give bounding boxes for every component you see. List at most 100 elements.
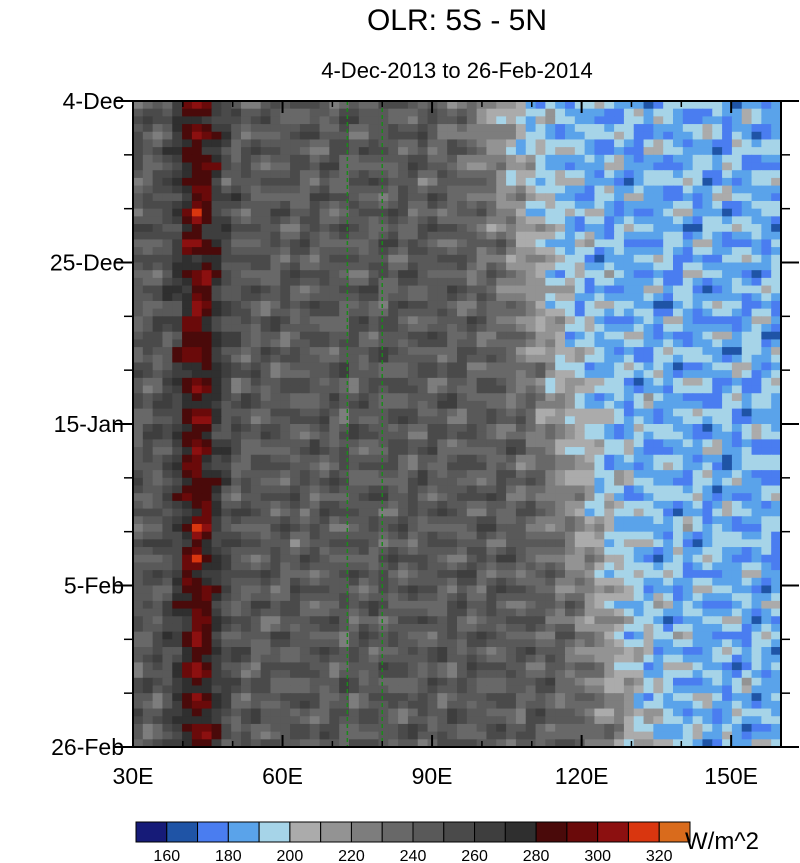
heatmap-cell <box>584 493 596 502</box>
heatmap-cell <box>280 139 291 148</box>
heatmap-cell <box>584 339 596 348</box>
heatmap-cell <box>290 254 301 264</box>
heatmap-cell <box>299 208 311 217</box>
heatmap-cell <box>643 231 654 241</box>
heatmap-cell <box>231 154 242 164</box>
heatmap-cell <box>299 124 311 133</box>
heatmap-cell <box>388 377 399 387</box>
heatmap-cell <box>349 447 360 456</box>
heatmap-cell <box>270 647 281 656</box>
heatmap-cell <box>299 116 311 125</box>
heatmap-cell <box>417 562 429 571</box>
heatmap-cell <box>761 131 772 141</box>
heatmap-cell <box>241 177 252 187</box>
heatmap-cell <box>751 370 762 379</box>
heatmap-cell <box>466 385 478 394</box>
heatmap-cell <box>663 623 674 633</box>
heatmap-cell <box>574 431 586 440</box>
heatmap-cell <box>211 631 222 640</box>
heatmap-cell <box>388 623 399 633</box>
heatmap-cell <box>535 470 546 479</box>
heatmap-cell <box>653 331 664 340</box>
heatmap-cell <box>643 385 654 394</box>
heatmap-cell <box>525 147 537 156</box>
heatmap-cell <box>250 608 262 617</box>
heatmap-cell <box>741 239 753 248</box>
heatmap-cell <box>191 554 203 564</box>
heatmap-cell <box>162 339 173 348</box>
heatmap-cell <box>682 531 694 540</box>
heatmap-cell <box>388 308 399 317</box>
heatmap-cell <box>673 477 684 487</box>
heatmap-cell <box>417 177 429 187</box>
heatmap-cell <box>741 400 753 410</box>
heatmap-cell <box>447 439 458 448</box>
heatmap-cell <box>427 485 438 494</box>
heatmap-cell <box>663 585 674 594</box>
heatmap-cell <box>182 577 193 587</box>
heatmap-cell <box>515 154 527 164</box>
heatmap-cell <box>349 470 360 479</box>
heatmap-cell <box>133 400 144 410</box>
heatmap-cell <box>712 377 723 387</box>
heatmap-cell <box>692 362 704 371</box>
heatmap-cell <box>417 247 429 256</box>
heatmap-cell <box>182 308 193 317</box>
heatmap-cell <box>211 623 222 633</box>
heatmap-cell <box>182 477 193 487</box>
heatmap-cell <box>692 485 704 494</box>
heatmap-cell <box>133 139 144 148</box>
heatmap-cell <box>378 254 389 264</box>
heatmap-cell <box>191 339 203 348</box>
heatmap-cell <box>506 508 517 517</box>
heatmap-cell <box>152 200 164 210</box>
heatmap-cell <box>692 608 704 617</box>
heatmap-cell <box>614 270 625 279</box>
heatmap-cell <box>692 523 704 533</box>
heatmap-cell <box>457 147 468 156</box>
heatmap-cell <box>614 623 625 633</box>
heatmap-cell <box>722 400 733 410</box>
heatmap-cell <box>447 639 458 648</box>
heatmap-cell <box>290 662 301 671</box>
heatmap-cell <box>339 200 350 210</box>
heatmap-cell <box>663 270 674 279</box>
heatmap-cell <box>633 377 645 387</box>
heatmap-cell <box>761 562 772 571</box>
heatmap-cell <box>457 101 468 110</box>
heatmap-cell <box>663 339 674 348</box>
heatmap-cell <box>761 631 772 640</box>
heatmap-cell <box>633 493 645 502</box>
heatmap-cell <box>388 185 399 194</box>
heatmap-cell <box>349 508 360 517</box>
heatmap-cell <box>427 254 438 264</box>
heatmap-cell <box>515 185 527 194</box>
heatmap-cell <box>270 116 281 125</box>
heatmap-cell <box>614 224 625 233</box>
heatmap-cell <box>712 662 723 671</box>
heatmap-cell <box>280 393 291 402</box>
heatmap-cell <box>633 339 645 348</box>
heatmap-cell <box>201 224 213 233</box>
heatmap-cell <box>545 547 556 556</box>
heatmap-cell <box>555 124 566 133</box>
heatmap-cell <box>250 239 262 248</box>
heatmap-cell <box>476 193 488 202</box>
heatmap-cell <box>407 185 419 194</box>
heatmap-cell <box>280 570 291 579</box>
heatmap-cell <box>682 116 694 125</box>
heatmap-cell <box>201 447 213 456</box>
heatmap-cell <box>741 347 753 356</box>
heatmap-cell <box>133 539 144 548</box>
heatmap-cell <box>751 185 762 194</box>
heatmap-cell <box>349 324 360 333</box>
heatmap-cell <box>525 170 537 179</box>
heatmap-cell <box>427 239 438 248</box>
heatmap-cell <box>290 577 301 587</box>
heatmap-cell <box>221 523 232 533</box>
heatmap-cell <box>182 500 193 510</box>
heatmap-cell <box>437 585 448 594</box>
heatmap-cell <box>162 154 173 164</box>
heatmap-cell <box>182 354 193 364</box>
heatmap-cell <box>604 147 615 156</box>
